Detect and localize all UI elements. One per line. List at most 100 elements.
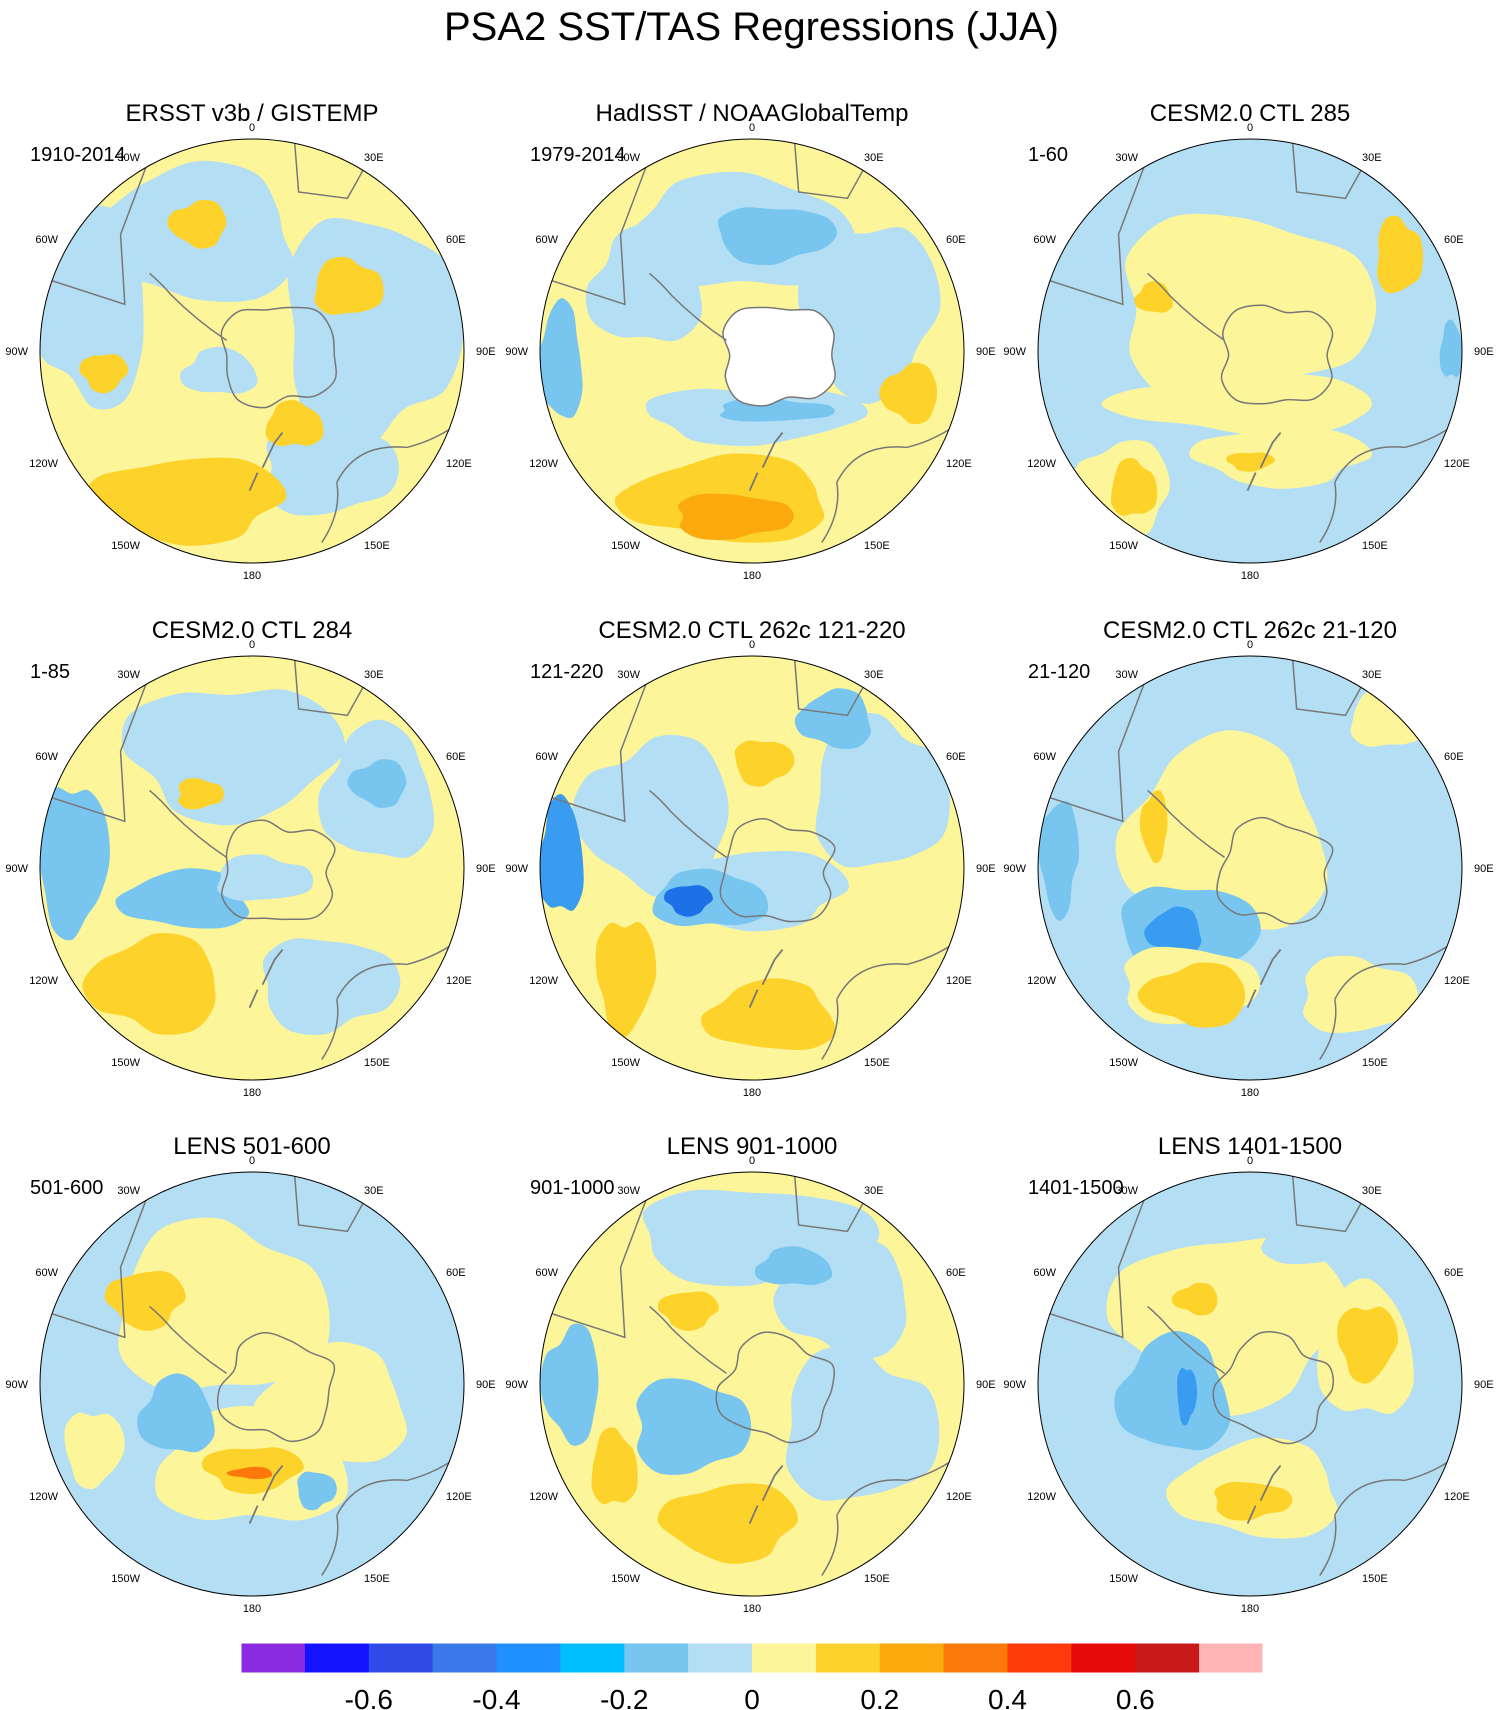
antarctica-coastline bbox=[715, 1331, 836, 1444]
map-border bbox=[1037, 1171, 1463, 1597]
field-anomaly-patch bbox=[40, 786, 110, 941]
longitude-label: 30W bbox=[1115, 669, 1138, 681]
africa-coastline bbox=[1291, 1172, 1368, 1233]
longitude-label: 30W bbox=[117, 152, 140, 164]
peninsula-coastline bbox=[149, 1305, 227, 1375]
longitude-label: 0 bbox=[1247, 1155, 1253, 1167]
field-anomaly-patch bbox=[754, 1246, 833, 1286]
longitude-label: 120E bbox=[446, 458, 472, 470]
field-anomaly-patch bbox=[217, 854, 314, 901]
map-border bbox=[1037, 138, 1463, 564]
colorbar-swatch bbox=[688, 1643, 753, 1673]
south-america-coastline bbox=[1038, 656, 1156, 823]
longitude-label: 90W bbox=[505, 1379, 528, 1391]
field-anomaly-patch bbox=[1377, 215, 1424, 294]
longitude-label: 60W bbox=[1033, 234, 1056, 246]
map-border bbox=[39, 655, 465, 1081]
longitude-label: 30W bbox=[1115, 152, 1138, 164]
field-anomaly-patch bbox=[540, 1323, 599, 1446]
longitude-label: 180 bbox=[1241, 1603, 1259, 1615]
field-anomaly-patch bbox=[794, 688, 871, 749]
longitude-label: 90W bbox=[505, 863, 528, 875]
colorbar-tick-label: 0.2 bbox=[860, 1684, 899, 1710]
africa-coastline bbox=[793, 139, 870, 200]
africa-coastline bbox=[1291, 139, 1368, 200]
field-anomaly-patch bbox=[540, 794, 584, 911]
panel-period: 1401-1500 bbox=[1028, 1177, 1124, 1199]
longitude-label: 90E bbox=[976, 1379, 996, 1391]
longitude-label: 180 bbox=[743, 1603, 761, 1615]
field-anomaly-patch bbox=[734, 740, 795, 787]
new-zealand-coastline bbox=[748, 949, 784, 1008]
colorbar-tick-label: -0.2 bbox=[600, 1684, 648, 1710]
longitude-label: 120W bbox=[29, 975, 58, 987]
field-anomaly-patch bbox=[585, 223, 702, 342]
longitude-label: 30W bbox=[617, 1185, 640, 1197]
south-america-coastline bbox=[1038, 139, 1156, 306]
field-anomaly-patch bbox=[115, 868, 250, 929]
africa-coastline bbox=[793, 656, 870, 717]
panel-title: CESM2.0 CTL 262c 21-120 bbox=[1103, 617, 1397, 644]
peninsula-coastline bbox=[149, 789, 227, 859]
field-anomaly-patch bbox=[678, 493, 794, 540]
field-anomaly-patch bbox=[657, 1291, 719, 1331]
longitude-label: 150E bbox=[1362, 540, 1388, 552]
antarctica-coastline bbox=[1212, 1330, 1334, 1445]
colorbar-swatch bbox=[1199, 1643, 1264, 1673]
antarctica-coastline bbox=[220, 306, 337, 409]
colorbar-swatch bbox=[879, 1643, 945, 1673]
colorbar-swatch bbox=[241, 1643, 306, 1673]
south-america-coastline bbox=[40, 656, 158, 823]
longitude-label: 0 bbox=[249, 639, 255, 651]
field-anomaly-patch bbox=[64, 1412, 125, 1490]
south-america-coastline bbox=[540, 139, 658, 306]
field-anomaly-patch bbox=[1439, 319, 1462, 378]
field-anomaly-patch bbox=[167, 199, 227, 249]
panel-period: 1-85 bbox=[30, 661, 70, 683]
longitude-label: 30E bbox=[1362, 1185, 1382, 1197]
longitude-label: 150E bbox=[864, 1057, 890, 1069]
field-anomaly-patch bbox=[314, 256, 384, 315]
field-anomaly-patch bbox=[1189, 429, 1372, 489]
map-border bbox=[539, 1171, 965, 1597]
field-anomaly-patch bbox=[104, 1271, 186, 1331]
field-anomaly-patch bbox=[1115, 730, 1328, 930]
longitude-label: 180 bbox=[243, 570, 261, 582]
longitude-label: 90W bbox=[5, 863, 28, 875]
longitude-label: 120W bbox=[1027, 458, 1056, 470]
longitude-label: 0 bbox=[749, 122, 755, 134]
field-anomaly-patch bbox=[118, 1217, 330, 1392]
colorbar-swatch bbox=[1135, 1643, 1200, 1673]
antarctica-coastline bbox=[1216, 816, 1334, 925]
panel-title: CESM2.0 CTL 262c 121-220 bbox=[598, 617, 905, 644]
panel-title: HadISST / NOAAGlobalTemp bbox=[595, 100, 908, 127]
field-anomaly-patch bbox=[1101, 373, 1372, 435]
longitude-label: 120E bbox=[446, 975, 472, 987]
antarctica-coastline bbox=[1220, 304, 1334, 405]
field-anomaly-patch bbox=[717, 207, 837, 266]
field-anomaly-patch bbox=[879, 362, 938, 425]
africa-coastline bbox=[293, 139, 370, 200]
longitude-label: 150W bbox=[1109, 1573, 1138, 1585]
map-border bbox=[539, 655, 965, 1081]
longitude-label: 150E bbox=[1362, 1057, 1388, 1069]
colorbar-swatch bbox=[815, 1643, 881, 1673]
map-panel: LENS 1401-1500 1401-1500 0 30E 60E 90E 120E 150… bbox=[1003, 1133, 1493, 1615]
field-anomaly-patch bbox=[1111, 457, 1158, 516]
longitude-label: 60E bbox=[946, 751, 966, 763]
field-anomaly-patch bbox=[84, 457, 287, 546]
peninsula-coastline bbox=[1147, 789, 1225, 859]
africa-coastline bbox=[293, 656, 370, 717]
longitude-label: 120W bbox=[29, 458, 58, 470]
regression-field bbox=[1038, 139, 1462, 563]
longitude-label: 30E bbox=[364, 669, 384, 681]
field-anomaly-patch bbox=[1226, 452, 1275, 472]
new-zealand-coastline bbox=[1246, 949, 1282, 1008]
colorbar-tick-label: 0 bbox=[744, 1684, 760, 1710]
colorbar-swatch bbox=[304, 1643, 370, 1673]
peninsula-coastline bbox=[1147, 272, 1225, 342]
field-anomaly-patch bbox=[253, 1341, 407, 1463]
colorbar-swatch bbox=[752, 1643, 817, 1673]
longitude-label: 120E bbox=[1444, 1491, 1470, 1503]
